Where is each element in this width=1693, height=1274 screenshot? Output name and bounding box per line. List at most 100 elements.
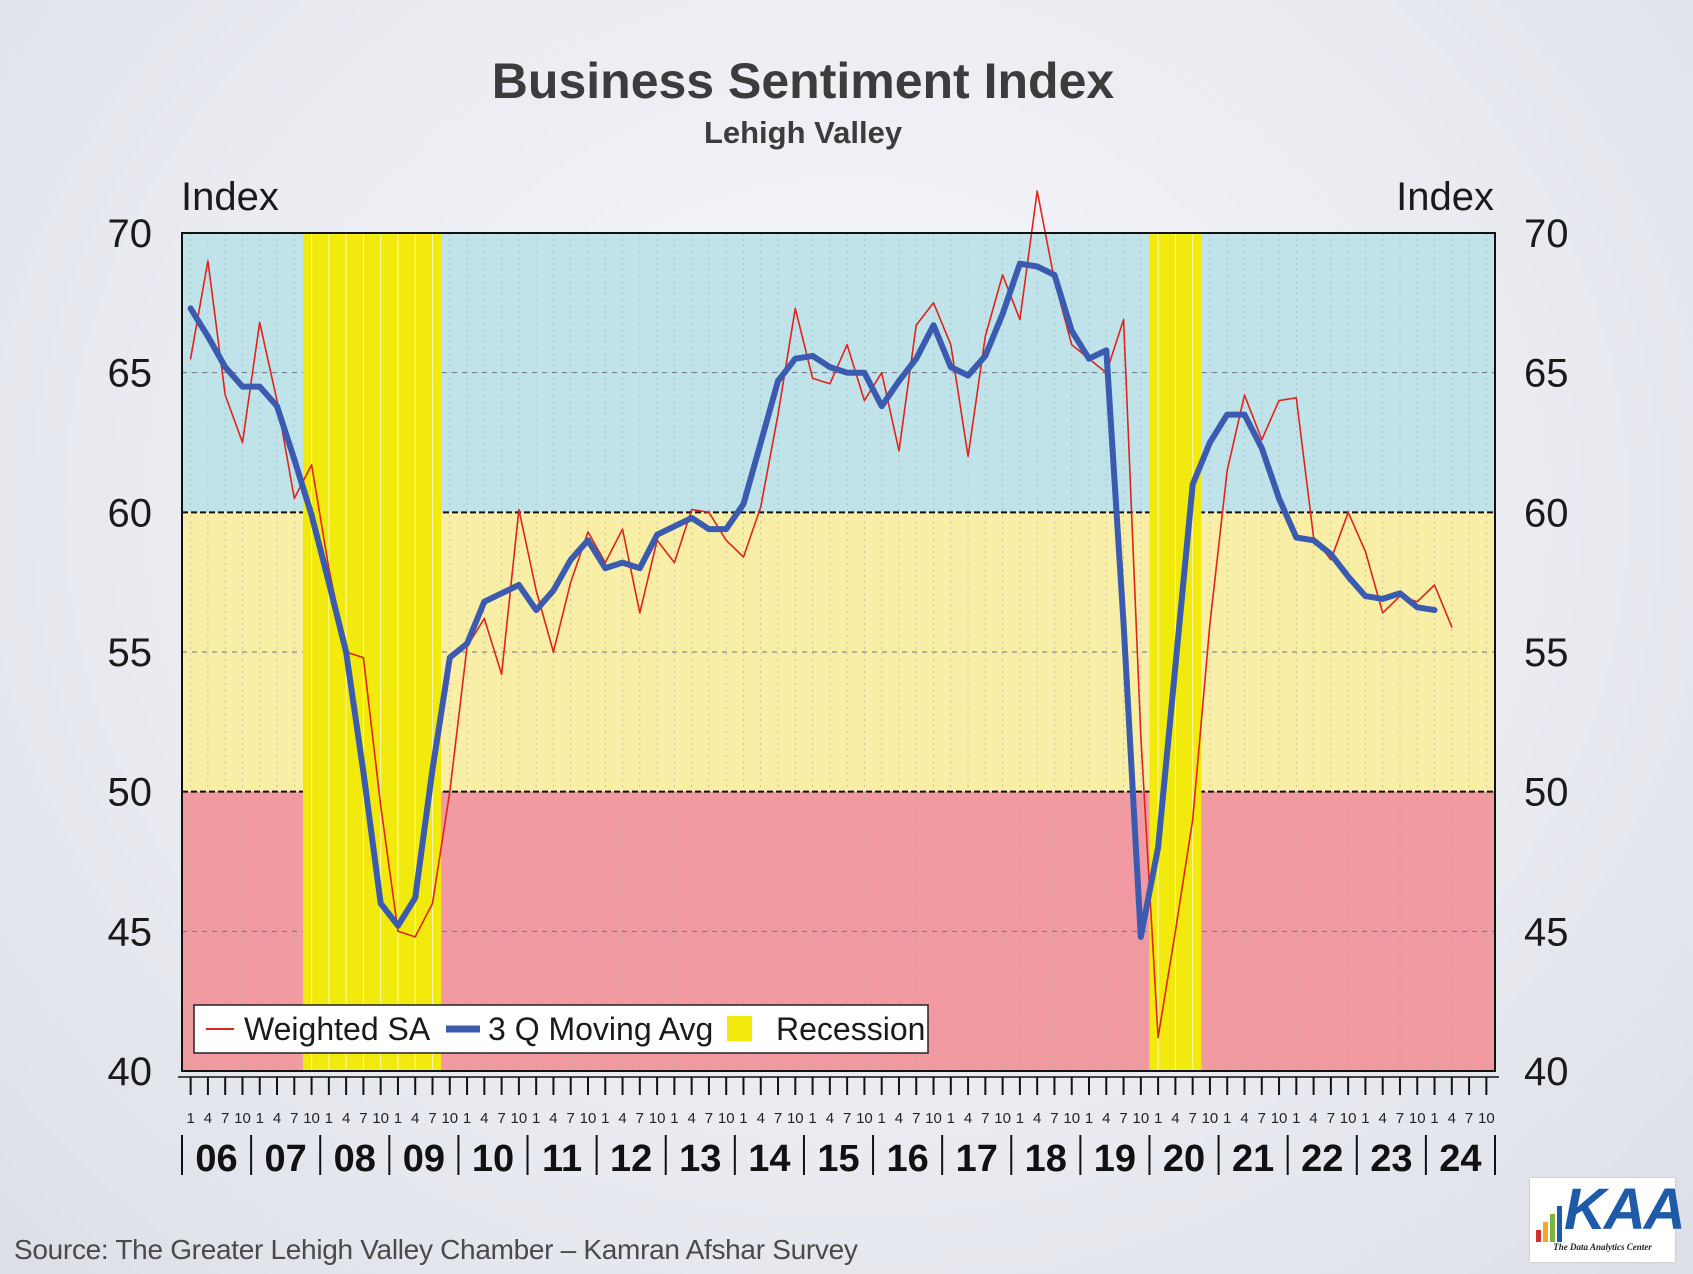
x-month-label: 4 <box>480 1110 488 1127</box>
moving-avg-line <box>187 260 1438 940</box>
x-month-label: 4 <box>1102 1110 1110 1127</box>
series-lines <box>187 190 1453 1039</box>
x-month-label: 4 <box>342 1110 350 1127</box>
y-tick-label-right: 55 <box>1524 631 1569 675</box>
x-year-label: 08 <box>334 1138 376 1180</box>
x-month-label: 1 <box>947 1110 955 1127</box>
plot-frame <box>181 232 1496 1072</box>
x-year-label: 20 <box>1163 1138 1205 1180</box>
x-month-label: 1 <box>1085 1110 1093 1127</box>
x-year-label: 09 <box>403 1138 445 1180</box>
legend: Weighted SA 3 Q Moving Avg Recession <box>193 1004 929 1054</box>
y-tick-label-left: 50 <box>108 771 153 815</box>
x-year-label: 21 <box>1232 1138 1274 1180</box>
x-month-label: 10 <box>303 1110 320 1127</box>
x-month-label: 1 <box>739 1110 747 1127</box>
x-month-label: 7 <box>981 1110 989 1127</box>
x-month-label: 4 <box>757 1110 765 1127</box>
source-note: Source: The Greater Lehigh Valley Chambe… <box>14 1234 858 1265</box>
x-month-label: 7 <box>1465 1110 1473 1127</box>
weighted-sa-line <box>189 190 1453 1039</box>
legend-moving-avg-label: 3 Q Moving Avg <box>488 1011 713 1047</box>
y-tick-label-right: 60 <box>1524 491 1569 535</box>
logo-tagline: The Data Analytics Center <box>1553 1242 1652 1252</box>
x-year-label: 19 <box>1094 1138 1136 1180</box>
x-month-label: 4 <box>1309 1110 1317 1127</box>
x-year-label: 11 <box>542 1138 582 1180</box>
y-tick-label-right: 45 <box>1524 910 1569 954</box>
logo-text: KAA <box>1564 1177 1686 1242</box>
y-tick-label-right: 65 <box>1524 352 1569 396</box>
y-tick-label-right: 50 <box>1524 771 1569 815</box>
x-year-label: 16 <box>886 1138 928 1180</box>
x-month-label: 4 <box>273 1110 281 1127</box>
x-year-label: 18 <box>1025 1138 1067 1180</box>
x-month-label: 10 <box>1340 1110 1357 1127</box>
x-month-label: 4 <box>411 1110 419 1127</box>
legend-box <box>193 1004 929 1054</box>
recession-bar <box>302 233 442 1071</box>
y-axis-label-left: Index <box>181 175 279 219</box>
y-tick-label-right: 70 <box>1524 212 1569 256</box>
x-axis: 1 4 7 10 1 4 7 10 1 4 7 10 1 4 7 10 1 4 7 10 1 4 7 10 1 4 7 10 1 4 7 10… <box>178 1076 1499 1180</box>
x-month-label: 7 <box>1119 1110 1127 1127</box>
x-month-label: 7 <box>221 1110 229 1127</box>
x-year-label: 06 <box>195 1138 237 1180</box>
x-month-label: 10 <box>511 1110 528 1127</box>
x-month-label: 1 <box>394 1110 402 1127</box>
x-month-label: 4 <box>204 1110 212 1127</box>
x-month-label: 1 <box>1016 1110 1024 1127</box>
x-month-label: 1 <box>1361 1110 1369 1127</box>
x-year-label: 17 <box>956 1138 998 1180</box>
y-tick-label-left: 65 <box>108 352 153 396</box>
x-month-label: 4 <box>1033 1110 1041 1127</box>
x-month-label: 1 <box>1223 1110 1231 1127</box>
x-month-label: 10 <box>1202 1110 1219 1127</box>
kaa-logo: KAA The Data Analytics Center <box>1530 1178 1686 1262</box>
x-month-label: 7 <box>843 1110 851 1127</box>
x-month-label: 7 <box>1188 1110 1196 1127</box>
legend-recession-swatch <box>727 1016 752 1041</box>
x-month-label: 10 <box>925 1110 942 1127</box>
x-year-label: 12 <box>610 1138 652 1180</box>
x-year-label: 10 <box>472 1138 514 1180</box>
y-tick-label-left: 70 <box>108 212 153 256</box>
x-month-label: 7 <box>1258 1110 1266 1127</box>
x-year-label: 15 <box>817 1138 859 1180</box>
x-month-label: 1 <box>186 1110 194 1127</box>
x-year-label: 23 <box>1370 1138 1412 1180</box>
x-month-label: 7 <box>774 1110 782 1127</box>
x-month-label: 4 <box>895 1110 903 1127</box>
x-month-label: 10 <box>1132 1110 1149 1127</box>
x-month-label: 10 <box>441 1110 458 1127</box>
x-month-label: 10 <box>856 1110 873 1127</box>
x-month-label: 10 <box>994 1110 1011 1127</box>
x-month-label: 1 <box>1430 1110 1438 1127</box>
x-month-label: 1 <box>1154 1110 1162 1127</box>
y-axis: 40 40 45 45 50 50 55 55 60 60 65 65 70 70 <box>108 212 1569 1094</box>
x-month-label: 10 <box>234 1110 251 1127</box>
x-month-label: 7 <box>359 1110 367 1127</box>
x-year-label: 14 <box>748 1138 790 1180</box>
x-year-label: 22 <box>1301 1138 1343 1180</box>
x-month-label: 7 <box>497 1110 505 1127</box>
x-month-label: 4 <box>618 1110 626 1127</box>
x-month-label: 4 <box>1379 1110 1387 1127</box>
x-month-label: 7 <box>1396 1110 1404 1127</box>
x-month-label: 4 <box>1240 1110 1248 1127</box>
x-month-label: 1 <box>325 1110 333 1127</box>
x-month-label: 10 <box>1478 1110 1495 1127</box>
x-month-label: 7 <box>1050 1110 1058 1127</box>
x-month-label: 10 <box>787 1110 804 1127</box>
y-axis-label-right: Index <box>1396 175 1494 219</box>
x-month-label: 4 <box>1448 1110 1456 1127</box>
y-tick-label-left: 60 <box>108 491 153 535</box>
x-month-label: 7 <box>912 1110 920 1127</box>
x-month-label: 10 <box>718 1110 735 1127</box>
x-month-label: 1 <box>601 1110 609 1127</box>
x-month-label: 7 <box>705 1110 713 1127</box>
x-year-label: 07 <box>265 1138 307 1180</box>
x-month-label: 1 <box>256 1110 264 1127</box>
x-month-label: 1 <box>532 1110 540 1127</box>
